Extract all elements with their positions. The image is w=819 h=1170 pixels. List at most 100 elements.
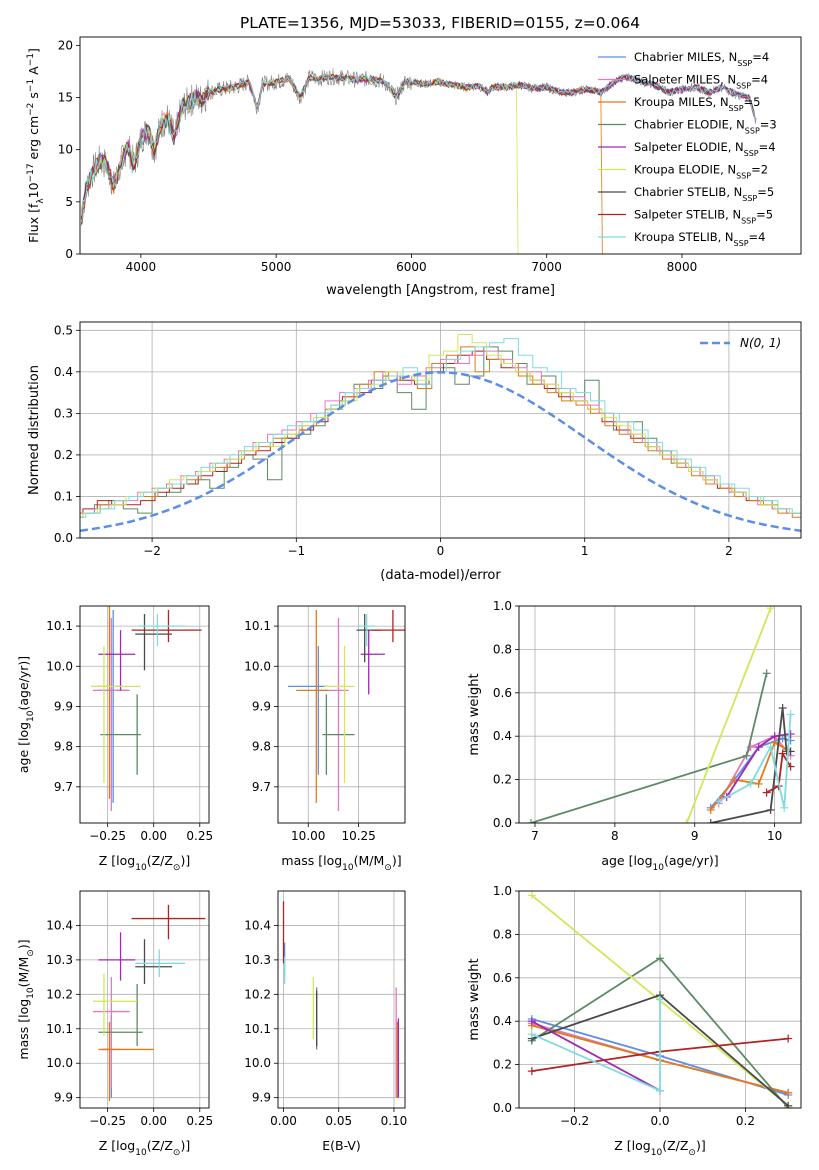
legend-label: Salpeter STELIB, NSSP=5 bbox=[634, 208, 773, 226]
x-tick-label: −1 bbox=[287, 544, 305, 558]
y-tick-label: 5 bbox=[65, 195, 73, 209]
y-tick-label: 10.1 bbox=[244, 619, 271, 633]
label-part: )] bbox=[392, 853, 402, 868]
y-tick-label: 9.9 bbox=[54, 1091, 73, 1105]
panel-massweight-vs-Z: −0.2 0.0 0.2 0.0 0.2 0.4 0.6 0.8 1.0 Z [log10(Z/Z… bbox=[467, 884, 802, 1158]
panel-age-vs-mass: 10.00 10.25 9.7 9.8 9.9 10.0 10.1 mass [log10(M… bbox=[244, 605, 406, 873]
y-tick-label: 0.8 bbox=[493, 927, 512, 941]
plot-area bbox=[92, 904, 206, 1102]
legend-sub: SSP bbox=[734, 239, 749, 248]
legend-suffix: =3 bbox=[760, 118, 777, 132]
y-tick-label: 1.0 bbox=[493, 884, 512, 898]
label-part: Z [log bbox=[99, 1138, 135, 1153]
x-tick-label: 9 bbox=[691, 829, 699, 843]
axes-frame bbox=[79, 890, 210, 1109]
y-axis-label: mass [log10(M/M⊙)] bbox=[16, 939, 36, 1059]
y-tick-label: 0.4 bbox=[54, 365, 73, 379]
label-part: −2 bbox=[26, 103, 36, 116]
x-axis-label: Z [log10(Z/Z⊙)] bbox=[99, 853, 190, 873]
spectrum-model-line bbox=[80, 73, 756, 220]
x-tick-label: 0 bbox=[437, 544, 445, 558]
y-tick-label: 1.0 bbox=[493, 599, 512, 613]
y-tick-label: 0.0 bbox=[493, 1101, 512, 1115]
y-tick-label: 10.0 bbox=[244, 659, 271, 673]
x-axis-label: (data-model)/error bbox=[380, 568, 501, 583]
y-tick-label: 9.9 bbox=[252, 699, 271, 713]
label-part: 10 bbox=[26, 987, 36, 999]
x-axis-label: Z [log10(Z/Z⊙)] bbox=[99, 1138, 190, 1158]
x-tick-label: 0.00 bbox=[270, 1114, 297, 1128]
weight-line bbox=[531, 1020, 661, 1092]
y-axis-label: mass weight bbox=[467, 958, 482, 1040]
label-part: ⊙ bbox=[173, 1148, 181, 1158]
y-tick-label: 10.3 bbox=[244, 953, 271, 967]
weight-line bbox=[531, 999, 661, 1092]
plot-area bbox=[80, 68, 757, 254]
histogram-series bbox=[80, 334, 801, 518]
y-tick-label: 9.7 bbox=[252, 780, 271, 794]
axes-frame bbox=[277, 890, 406, 1109]
y-tick-label: 0.2 bbox=[493, 773, 512, 787]
legend-sub: SSP bbox=[741, 216, 756, 225]
legend-suffix: =2 bbox=[751, 163, 768, 177]
y-tick-label: 0.3 bbox=[54, 406, 73, 420]
legend-label: N(0, 1) bbox=[740, 336, 781, 350]
x-tick-label: 0.00 bbox=[140, 829, 167, 843]
label-part: Z [log bbox=[99, 853, 135, 868]
plot-area bbox=[288, 610, 405, 811]
x-tick-label: 0.25 bbox=[186, 829, 213, 843]
x-tick-label: 1 bbox=[581, 544, 589, 558]
label-part: λ bbox=[36, 198, 46, 204]
panel-mass-vs-EBV: 0.00 0.05 0.10 9.9 10.0 10.1 10.2 10.3 10.4 E(B-V… bbox=[244, 890, 408, 1153]
legend-label: Salpeter MILES, NSSP=4 bbox=[634, 73, 768, 91]
y-tick-label: 0.4 bbox=[493, 1014, 512, 1028]
label-part: mass [log bbox=[16, 999, 31, 1060]
label-part: Flux [f bbox=[26, 203, 41, 243]
x-tick-label: 8 bbox=[611, 829, 619, 843]
label-part: 10 bbox=[653, 863, 665, 873]
x-tick-label: −2 bbox=[143, 544, 161, 558]
legend-text: Kroupa MILES, N bbox=[634, 95, 729, 109]
x-tick-label: 8000 bbox=[667, 260, 698, 274]
label-part: ⊙ bbox=[688, 1148, 696, 1158]
legend-sub: SSP bbox=[742, 194, 757, 203]
weight-line bbox=[717, 735, 792, 804]
legend-sub: SSP bbox=[736, 81, 751, 90]
y-axis-label: Normed distribution bbox=[27, 365, 42, 495]
legend-suffix: =5 bbox=[757, 185, 774, 199]
y-tick-label: 10.4 bbox=[244, 918, 271, 932]
label-part: −1 bbox=[26, 53, 36, 66]
x-tick-label: 0.10 bbox=[381, 1114, 408, 1128]
y-tick-label: 9.8 bbox=[252, 740, 271, 754]
y-tick-label: 10.1 bbox=[46, 619, 73, 633]
x-tick-label: 2 bbox=[725, 544, 733, 558]
label-part: ⊙ bbox=[173, 863, 181, 873]
x-tick-label: −0.25 bbox=[89, 829, 126, 843]
label-part: )] bbox=[180, 1138, 190, 1153]
label-part: erg cm bbox=[26, 116, 41, 164]
y-tick-label: 10.0 bbox=[46, 1056, 73, 1070]
plot-area bbox=[527, 891, 793, 1108]
weight-line bbox=[725, 733, 791, 798]
legend-label: Chabrier STELIB, NSSP=5 bbox=[634, 185, 774, 203]
label-part: 10 bbox=[135, 863, 147, 873]
legend-sub: SSP bbox=[744, 149, 759, 158]
label-part: age [log bbox=[16, 722, 31, 773]
label-part: s bbox=[26, 92, 41, 103]
label-part: 10 bbox=[135, 1148, 147, 1158]
y-tick-label: 10.0 bbox=[244, 1056, 271, 1070]
label-part: (Z/Z bbox=[147, 853, 173, 868]
y-tick-label: 10.0 bbox=[46, 659, 73, 673]
histogram-series bbox=[80, 338, 801, 518]
label-part: )] bbox=[16, 939, 31, 949]
legend-sub: SSP bbox=[729, 104, 744, 113]
weight-line bbox=[710, 707, 791, 823]
legend-suffix: =4 bbox=[749, 230, 766, 244]
y-tick-label: 0.2 bbox=[493, 1058, 512, 1072]
x-tick-label: 0.2 bbox=[736, 1114, 755, 1128]
x-tick-label: −0.2 bbox=[560, 1114, 589, 1128]
x-tick-label: 10 bbox=[767, 829, 782, 843]
label-part: −17 bbox=[26, 163, 36, 182]
plot-area bbox=[282, 901, 400, 1098]
legend-sub: SSP bbox=[745, 126, 760, 135]
